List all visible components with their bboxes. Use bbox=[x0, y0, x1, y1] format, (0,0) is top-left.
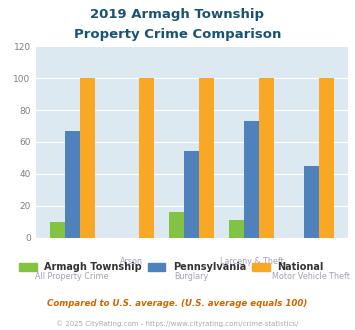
Text: All Property Crime: All Property Crime bbox=[36, 272, 109, 281]
Legend: Armagh Township, Pennsylvania, National: Armagh Township, Pennsylvania, National bbox=[19, 262, 324, 272]
Bar bbox=[259, 78, 274, 238]
Text: © 2025 CityRating.com - https://www.cityrating.com/crime-statistics/: © 2025 CityRating.com - https://www.city… bbox=[56, 320, 299, 327]
Bar bbox=[80, 78, 94, 238]
Bar bbox=[50, 222, 65, 238]
Text: Property Crime Comparison: Property Crime Comparison bbox=[74, 28, 281, 41]
Text: Compared to U.S. average. (U.S. average equals 100): Compared to U.S. average. (U.S. average … bbox=[47, 299, 308, 308]
Text: 2019 Armagh Township: 2019 Armagh Township bbox=[91, 8, 264, 21]
Bar bbox=[199, 78, 214, 238]
Text: Motor Vehicle Theft: Motor Vehicle Theft bbox=[272, 272, 350, 281]
Text: Larceny & Theft: Larceny & Theft bbox=[220, 257, 283, 266]
Bar bbox=[140, 78, 154, 238]
Bar bbox=[184, 151, 199, 238]
Bar bbox=[65, 131, 80, 238]
Bar bbox=[169, 212, 184, 238]
Bar bbox=[244, 121, 259, 238]
Text: Burglary: Burglary bbox=[175, 272, 209, 281]
Bar bbox=[319, 78, 334, 238]
Bar bbox=[304, 166, 319, 238]
Text: Arson: Arson bbox=[120, 257, 143, 266]
Bar bbox=[229, 220, 244, 238]
